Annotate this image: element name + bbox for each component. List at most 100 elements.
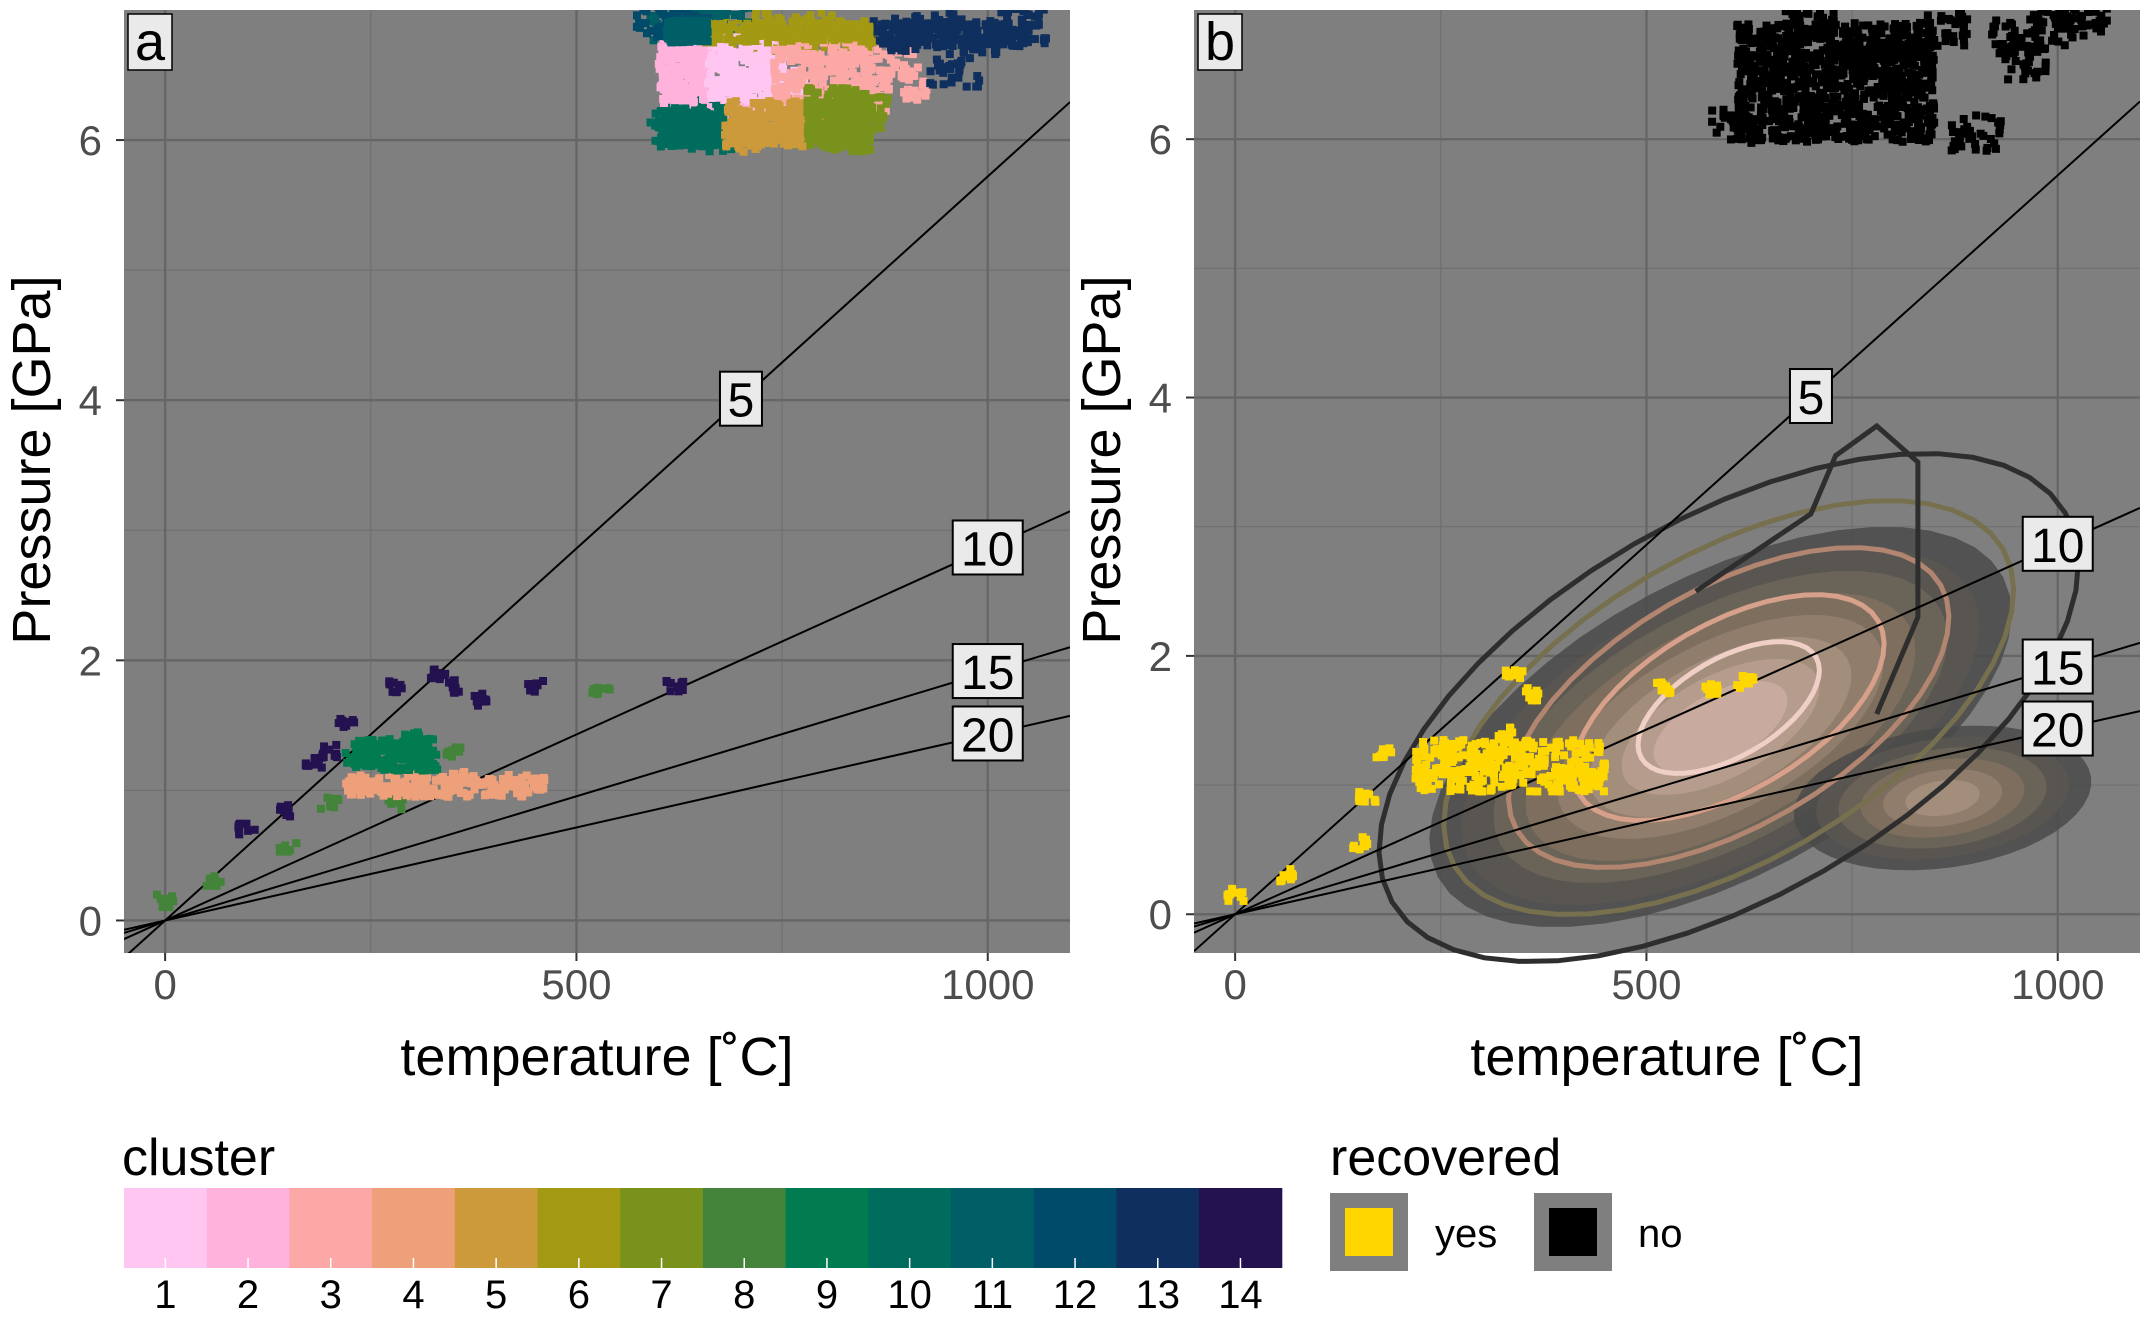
point-cluster-5: [766, 108, 775, 117]
point-cluster-13: [948, 21, 957, 30]
point-cluster-5: [789, 121, 798, 130]
point-cluster-8: [207, 881, 216, 890]
point-no: [1880, 124, 1889, 133]
point-cluster-7: [866, 145, 875, 154]
point-cluster-3: [867, 55, 876, 64]
point-cluster-2: [704, 100, 713, 109]
point-cluster-13: [957, 56, 966, 65]
point-cluster-12: [697, 10, 706, 11]
point-no: [1958, 31, 1967, 40]
point-cluster-6: [778, 37, 787, 46]
point-cluster-14: [451, 684, 460, 693]
point-no: [1876, 20, 1885, 29]
point-cluster-11: [739, 10, 748, 13]
point-no: [1840, 119, 1849, 128]
point-cluster-6: [766, 32, 775, 41]
point-cluster-12: [690, 11, 699, 20]
point-cluster-1: [790, 89, 799, 98]
point-cluster-3: [837, 56, 846, 65]
point-cluster-7: [810, 93, 819, 102]
point-cluster-7: [813, 88, 822, 97]
point-cluster-14: [348, 716, 357, 725]
point-cluster-7: [830, 107, 839, 116]
point-no: [1802, 10, 1811, 17]
point-cluster-1: [718, 43, 727, 52]
point-cluster-1: [721, 96, 730, 105]
point-cluster-7: [830, 139, 839, 148]
point-cluster-8: [169, 897, 178, 906]
point-cluster-6: [763, 10, 772, 19]
point-cluster-5: [795, 138, 804, 147]
point-no: [2102, 16, 2111, 25]
point-cluster-1: [704, 59, 713, 68]
point-cluster-3: [874, 54, 883, 63]
point-cluster-3: [770, 65, 779, 74]
point-cluster-3: [798, 78, 807, 87]
point-cluster-7: [841, 119, 850, 128]
point-cluster-1: [727, 54, 736, 63]
point-cluster-1: [730, 61, 739, 70]
point-cluster-3: [910, 86, 919, 95]
point-cluster-3: [823, 55, 832, 64]
point-cluster-7: [847, 133, 856, 142]
point-cluster-5: [784, 127, 793, 136]
point-cluster-12: [656, 1, 664, 9]
point-no: [1941, 29, 1950, 38]
point-cluster-10: [706, 139, 715, 148]
point-cluster-10: [666, 132, 675, 141]
point-cluster-2: [654, 59, 663, 68]
point-cluster-6: [835, 34, 844, 43]
point-cluster-1: [725, 81, 734, 90]
point-cluster-7: [805, 113, 814, 122]
point-cluster-14: [529, 680, 538, 689]
point-cluster-2: [668, 43, 677, 52]
point-cluster-7: [825, 99, 834, 108]
point-cluster-1: [737, 68, 746, 77]
point-cluster-3: [852, 78, 861, 87]
point-cluster-13: [943, 33, 952, 42]
point-cluster-4: [422, 789, 431, 798]
point-cluster-3: [777, 89, 786, 98]
point-cluster-7: [856, 103, 865, 112]
point-no: [1949, 32, 1958, 41]
point-cluster-4: [366, 789, 375, 798]
point-cluster-9: [387, 741, 396, 750]
point-no: [1955, 135, 1964, 144]
point-no: [1778, 55, 1787, 64]
point-cluster-7: [819, 103, 828, 112]
point-cluster-10: [686, 140, 695, 149]
point-cluster-14: [472, 697, 481, 706]
point-no: [1843, 102, 1852, 111]
point-cluster-4: [389, 784, 398, 793]
point-no: [1848, 66, 1857, 75]
point-cluster-7: [823, 93, 832, 102]
panel-a-points: [152, 1, 1050, 912]
point-yes: [1662, 686, 1671, 695]
point-cluster-6: [829, 27, 838, 36]
point-cluster-9: [398, 764, 407, 773]
point-cluster-9: [367, 735, 376, 744]
point-cluster-1: [734, 50, 743, 59]
point-yes: [1349, 844, 1358, 853]
point-cluster-7: [878, 115, 887, 124]
point-no: [1823, 103, 1832, 112]
point-cluster-13: [1003, 19, 1012, 28]
point-no: [1790, 21, 1799, 30]
point-cluster-7: [815, 105, 824, 114]
point-yes: [1735, 683, 1744, 692]
point-cluster-13: [1020, 10, 1029, 13]
point-cluster-9: [401, 730, 410, 739]
point-cluster-12: [673, 12, 682, 21]
point-cluster-6: [809, 21, 818, 30]
point-yes: [1370, 795, 1379, 804]
point-cluster-3: [776, 83, 785, 92]
point-no: [1849, 50, 1858, 59]
point-cluster-11: [664, 34, 673, 43]
point-cluster-3: [803, 41, 812, 50]
point-no: [2032, 73, 2041, 82]
point-no: [2010, 47, 2019, 56]
point-cluster-2: [668, 64, 677, 73]
point-cluster-5: [737, 126, 746, 135]
point-cluster-6: [721, 14, 730, 23]
point-cluster-1: [716, 92, 725, 101]
